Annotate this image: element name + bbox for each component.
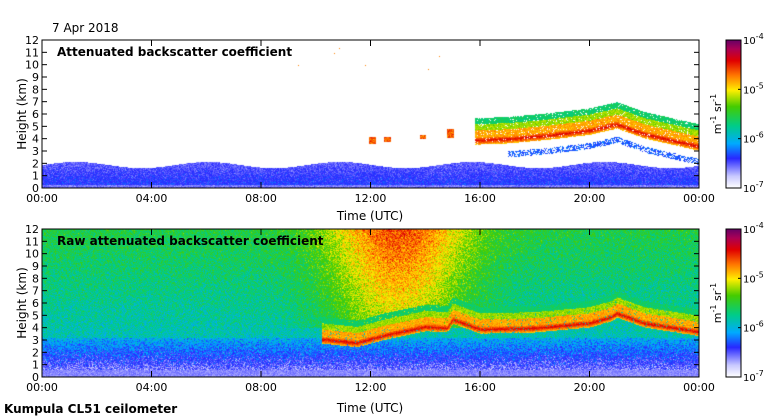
x-tick-label: 00:00 xyxy=(683,381,715,394)
y-axis-label-raw: Height (km) xyxy=(15,267,29,338)
x-axis-label-raw: Time (UTC) xyxy=(336,401,403,415)
panel-title-raw: Raw attenuated backscatter coefficient xyxy=(57,234,324,248)
y-tick-label: 5 xyxy=(32,120,39,133)
colorbar-tick-label: 10-4 xyxy=(743,221,764,236)
panel-raw: Raw attenuated backscatter coefficient 0… xyxy=(15,221,764,415)
colorbar-tick-label: 10-6 xyxy=(743,131,764,146)
colorbar-tick-label: 10-5 xyxy=(743,270,764,285)
x-tick-label: 20:00 xyxy=(574,192,606,205)
y-tick-label: 0 xyxy=(32,182,39,195)
y-tick-label: 12 xyxy=(25,34,39,47)
figure-date: 7 Apr 2018 xyxy=(52,21,119,35)
y-tick-label: 8 xyxy=(32,272,39,285)
y-tick-label: 6 xyxy=(32,297,39,310)
panel-title-attenuated: Attenuated backscatter coefficient xyxy=(57,45,292,59)
colorbar-tick-label: 10-7 xyxy=(743,180,764,195)
x-tick-label: 00:00 xyxy=(26,381,58,394)
y-tick-label: 3 xyxy=(32,145,39,158)
instrument-footer: Kumpula CL51 ceilometer xyxy=(4,402,177,416)
x-tick-label: 04:00 xyxy=(136,381,168,394)
y-tick-label: 12 xyxy=(25,223,39,236)
x-tick-label: 04:00 xyxy=(136,192,168,205)
y-tick-label: 4 xyxy=(32,133,39,146)
colorbar-raw xyxy=(725,228,742,378)
y-tick-label: 11 xyxy=(25,46,39,59)
colorbar-ticks-raw: 10-7 10-6 10-5 10-4 xyxy=(738,221,764,384)
y-tick-label: 8 xyxy=(32,83,39,96)
y-tick-label: 4 xyxy=(32,322,39,335)
colorbar-unit-raw: m-1 sr-1 xyxy=(709,283,724,323)
x-tick-label: 16:00 xyxy=(464,192,496,205)
y-tick-label: 2 xyxy=(32,346,39,359)
y-tick-label: 7 xyxy=(32,285,39,298)
colorbar-attenuated xyxy=(725,39,742,189)
x-tick-label: 08:00 xyxy=(245,192,277,205)
y-tick-label: 1 xyxy=(32,170,39,183)
y-tick-label: 9 xyxy=(32,71,39,84)
colorbar-unit-attenuated: m-1 sr-1 xyxy=(709,94,724,134)
y-tick-label: 1 xyxy=(32,359,39,372)
y-tick-label: 10 xyxy=(25,248,39,261)
heatmap-raw xyxy=(42,229,699,377)
x-tick-label: 20:00 xyxy=(574,381,606,394)
y-tick-label: 9 xyxy=(32,260,39,273)
x-tick-label: 08:00 xyxy=(245,381,277,394)
y-tick-label: 11 xyxy=(25,235,39,248)
colorbar-ticks-attenuated: 10-7 10-6 10-5 10-4 xyxy=(738,32,764,195)
x-axis-ticks-raw: 00:00 04:00 08:00 12:00 16:00 20:00 00:00 xyxy=(26,229,715,394)
x-axis-label-attenuated: Time (UTC) xyxy=(336,209,403,223)
colorbar-tick-label: 10-5 xyxy=(743,81,764,96)
x-tick-label: 16:00 xyxy=(464,381,496,394)
y-tick-label: 10 xyxy=(25,59,39,72)
y-tick-label: 2 xyxy=(32,157,39,170)
y-tick-label: 3 xyxy=(32,334,39,347)
panel-attenuated: Attenuated backscatter coefficient 01234… xyxy=(15,32,764,223)
colorbar-tick-label: 10-4 xyxy=(743,32,764,47)
x-tick-label: 00:00 xyxy=(683,192,715,205)
colorbar-tick-label: 10-7 xyxy=(743,369,764,384)
heatmap-attenuated xyxy=(42,40,699,188)
y-tick-label: 5 xyxy=(32,309,39,322)
colorbar-tick-label: 10-6 xyxy=(743,320,764,335)
y-tick-label: 7 xyxy=(32,96,39,109)
y-tick-label: 6 xyxy=(32,108,39,121)
y-axis-label-attenuated: Height (km) xyxy=(15,78,29,149)
x-axis-ticks-attenuated: 00:00 04:00 08:00 12:00 16:00 20:00 00:00 xyxy=(26,40,715,205)
x-tick-label: 12:00 xyxy=(355,192,387,205)
x-tick-label: 12:00 xyxy=(355,381,387,394)
y-tick-label: 0 xyxy=(32,371,39,384)
x-tick-label: 00:00 xyxy=(26,192,58,205)
